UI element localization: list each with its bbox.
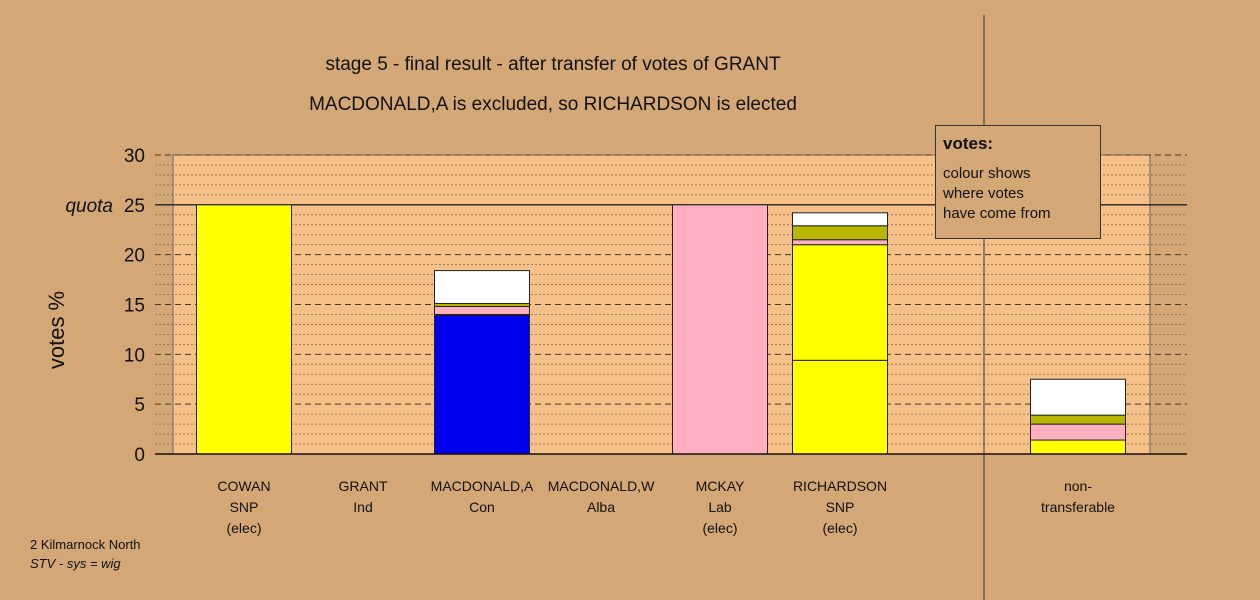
bar-segment <box>792 225 888 241</box>
bar-segment <box>1030 378 1126 416</box>
legend-box: votes: colour shows where votes have com… <box>935 125 1101 239</box>
legend-line: where votes <box>943 185 1024 202</box>
x-tick-label-line: SNP <box>825 499 855 515</box>
x-tick-label-line: MACDONALD,A <box>430 478 534 494</box>
x-tick-label: MCKAY Lab (elec) <box>655 476 785 539</box>
bar-segment <box>1030 423 1126 441</box>
y-tick-label: 0 <box>134 445 145 466</box>
x-tick-label-line: non- <box>1063 478 1093 494</box>
footer-ward: 2 Kilmarnock North <box>30 537 141 552</box>
x-tick-label: COWAN SNP (elec) <box>179 476 309 539</box>
x-tick-label-line: SNP <box>229 499 259 515</box>
y-tick-label: 5 <box>134 395 145 416</box>
x-tick-label: MACDONALD,A Con <box>417 476 547 518</box>
bar-segment <box>434 305 530 315</box>
chart-subtitle: MACDONALD,A is excluded, so RICHARDSON i… <box>309 94 797 115</box>
bar-segment <box>434 314 530 455</box>
y-tick-label: 15 <box>124 296 145 317</box>
x-tick-label-line: Alba <box>586 499 616 515</box>
x-tick-label-line: RICHARDSON <box>792 478 888 494</box>
x-tick-label-line: (elec) <box>822 520 858 536</box>
bar-segment <box>1030 439 1126 455</box>
legend-line: colour shows <box>943 165 1031 182</box>
x-tick-label: non-transferable <box>1013 476 1143 518</box>
x-tick-label-line: MACDONALD,W <box>547 478 655 494</box>
x-tick-label-line: Con <box>469 499 495 515</box>
y-axis-label: votes % <box>44 290 69 370</box>
x-tick-label: MACDONALD,W Alba <box>536 476 666 518</box>
legend-line: have come from <box>943 205 1051 222</box>
x-tick-label-line: (elec) <box>702 520 738 536</box>
x-tick-label-line: Lab <box>708 499 732 515</box>
x-tick-label-line: COWAN <box>217 478 271 494</box>
y-tick-label: 30 <box>124 146 145 167</box>
legend-title: votes: <box>943 134 994 153</box>
bar-segment <box>672 204 768 455</box>
bar-segment <box>792 244 888 361</box>
x-tick-label-line: transferable <box>1041 499 1115 515</box>
bar-segment <box>434 270 530 305</box>
bar-segment <box>792 359 888 455</box>
bar-segment <box>792 212 888 227</box>
x-tick-label-line: GRANT <box>338 478 388 494</box>
quota-label: quota <box>65 196 113 217</box>
bar-segment <box>196 204 292 455</box>
y-tick-label: 10 <box>124 345 145 366</box>
x-tick-label-line: (elec) <box>226 520 262 536</box>
bar-segment <box>1030 414 1126 425</box>
x-tick-label-line: Ind <box>353 499 373 515</box>
x-tick-label: GRANT Ind <box>298 476 428 518</box>
x-tick-label-line: MCKAY <box>695 478 745 494</box>
chart-title: stage 5 - final result - after transfer … <box>325 54 781 75</box>
y-tick-label: 25 <box>124 196 145 217</box>
footer-system: STV - sys = wig <box>30 556 121 571</box>
x-tick-label: RICHARDSON SNP (elec) <box>775 476 905 539</box>
bar-segment <box>792 239 888 246</box>
y-tick-label: 20 <box>124 246 145 267</box>
